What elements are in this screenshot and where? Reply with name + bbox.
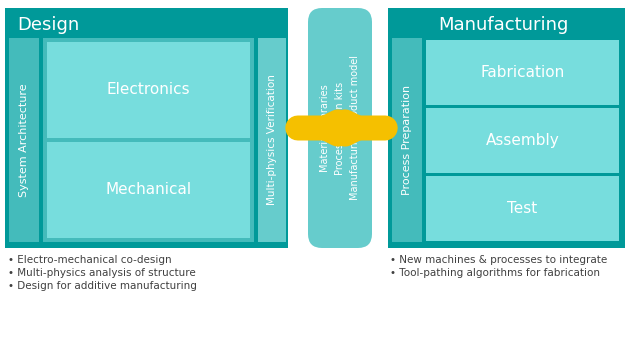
Bar	[426, 108, 619, 173]
FancyBboxPatch shape	[308, 8, 372, 248]
Text: Materials libraries
Process design kits
Manufacturing product model: Materials libraries Process design kits …	[320, 56, 360, 201]
Text: Electronics: Electronics	[106, 83, 190, 97]
Bar	[5, 8, 288, 248]
Text: • Multi-physics analysis of structure: • Multi-physics analysis of structure	[8, 268, 196, 278]
Bar	[47, 42, 250, 138]
Text: Mechanical: Mechanical	[105, 183, 192, 197]
Bar	[388, 8, 625, 248]
Bar	[43, 38, 254, 242]
Text: • New machines & processes to integrate: • New machines & processes to integrate	[390, 255, 607, 265]
Bar	[392, 38, 422, 242]
Text: Design: Design	[17, 16, 79, 34]
Bar	[426, 176, 619, 241]
Bar	[9, 38, 39, 242]
Text: Manufacturing: Manufacturing	[438, 16, 568, 34]
Text: System Architecture: System Architecture	[19, 83, 29, 197]
Text: Process Preparation: Process Preparation	[402, 85, 412, 195]
Text: Multi-physics Verification: Multi-physics Verification	[267, 74, 277, 206]
Bar	[47, 142, 250, 238]
Text: • Design for additive manufacturing: • Design for additive manufacturing	[8, 281, 197, 291]
Text: Test: Test	[507, 201, 537, 216]
Bar	[426, 40, 619, 105]
Bar	[258, 38, 286, 242]
Text: • Tool-pathing algorithms for fabrication: • Tool-pathing algorithms for fabricatio…	[390, 268, 600, 278]
Text: Fabrication: Fabrication	[480, 65, 564, 80]
Text: • Electro-mechanical co-design: • Electro-mechanical co-design	[8, 255, 171, 265]
Text: Assembly: Assembly	[486, 133, 559, 148]
